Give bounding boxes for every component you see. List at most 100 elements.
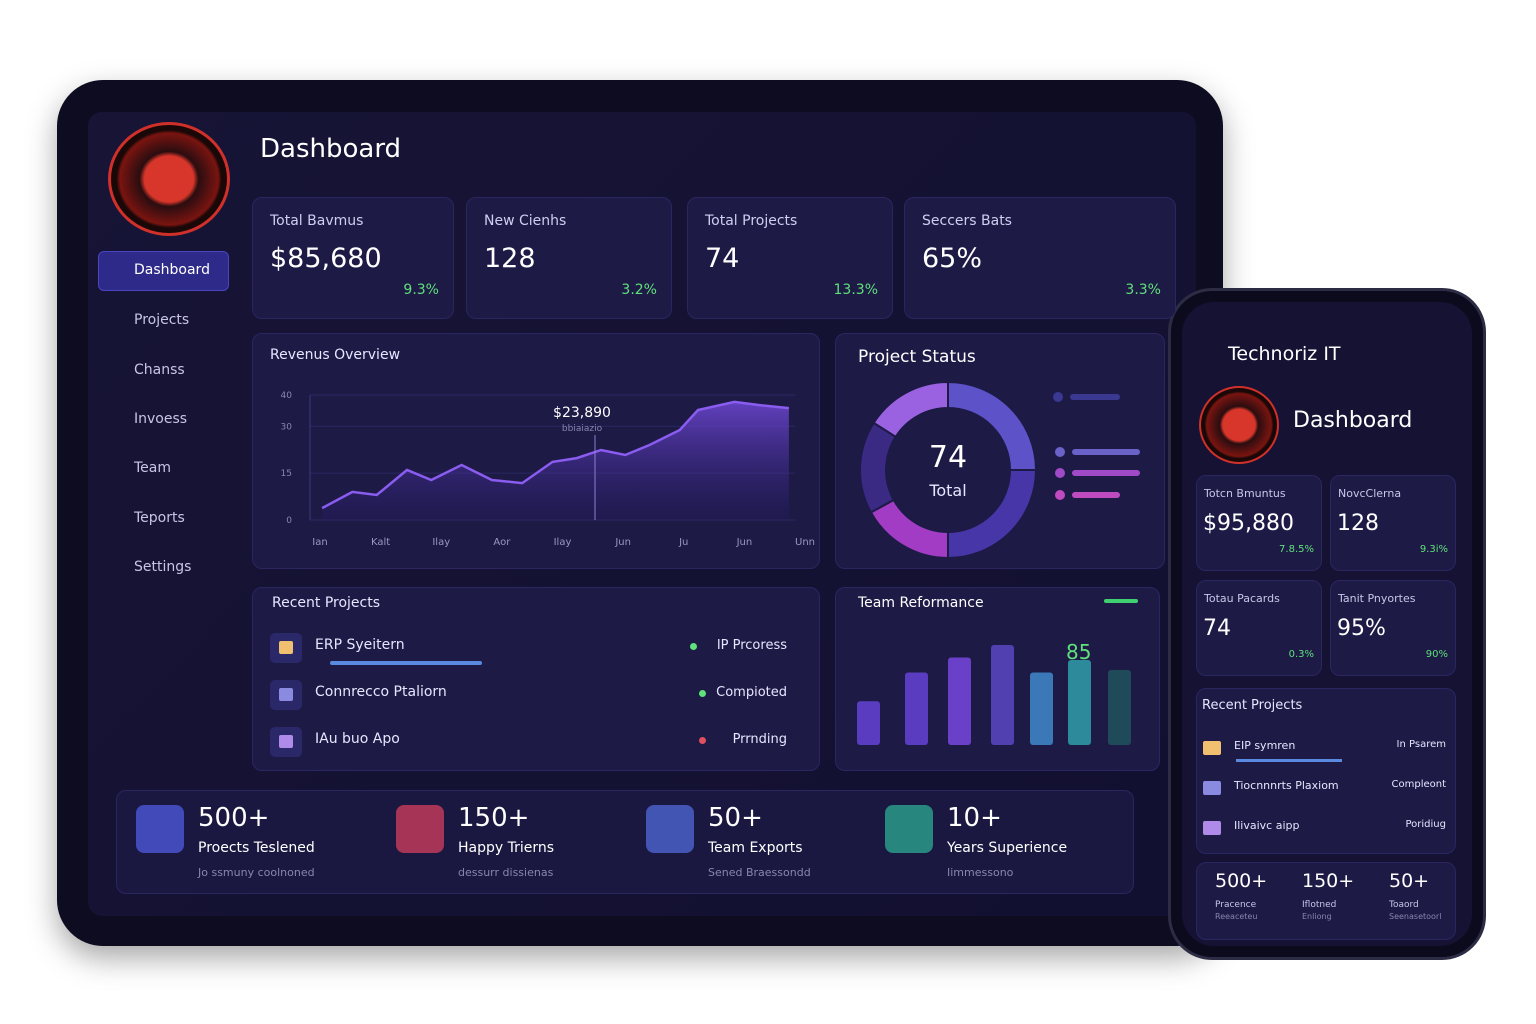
x-tick-label: Unn — [795, 537, 815, 548]
highlight-icon — [646, 805, 694, 853]
phone-highlight-number: 500+ — [1215, 870, 1268, 892]
phone-project-name: Tiocnnnrts Plaxiom — [1234, 779, 1339, 792]
revenue-area — [322, 401, 789, 520]
stat-label: New Cienhs — [484, 213, 567, 229]
highlight-number: 50+ — [708, 803, 763, 833]
project-name: ERP Syeitern — [315, 637, 405, 653]
stat-label: Seccers Bats — [922, 213, 1012, 229]
donut-segment — [869, 498, 949, 560]
x-tick-label: Kalt — [371, 537, 390, 548]
phone-highlight-sub: Enliong — [1302, 912, 1332, 921]
stat-card — [252, 197, 454, 319]
nav-item: Team — [134, 460, 172, 476]
recent-title: Recent Projects — [272, 595, 381, 611]
tooltip-value: $23,890 — [553, 405, 611, 421]
tooltip-sub: bbiaiazio — [562, 424, 603, 434]
legend-bar — [1070, 394, 1120, 400]
phone-stat-label: NovcClerna — [1338, 487, 1402, 500]
highlight-number: 10+ — [947, 803, 1002, 833]
legend-dot — [1053, 392, 1063, 402]
phone-stat-value: $95,880 — [1203, 511, 1294, 536]
legend-dot — [1055, 490, 1065, 500]
highlight-icon — [136, 805, 184, 853]
revenue-title: Revenus Overview — [270, 347, 401, 363]
project-status: Compioted — [716, 685, 787, 700]
phone-stat-label: Tanit Pnyortes — [1338, 592, 1416, 605]
highlight-sub: Sened Braessondd — [708, 866, 811, 879]
stat-card — [687, 197, 893, 319]
phone-highlight-number: 50+ — [1389, 870, 1430, 892]
stat-card — [904, 197, 1176, 319]
phone-highlights-panel — [1196, 862, 1456, 940]
page-title: Dashboard — [260, 134, 402, 164]
x-tick-label: Jun — [736, 537, 753, 548]
highlight-label: Proects Teslened — [198, 840, 315, 856]
phone-progress — [1236, 759, 1342, 762]
phone-stat-card — [1196, 475, 1322, 571]
stat-value: 74 — [705, 243, 740, 274]
project-status: Prrnding — [732, 732, 787, 747]
bar — [1068, 660, 1091, 745]
legend-bar — [1072, 492, 1120, 498]
legend-dot — [1055, 447, 1065, 457]
stat-value: $85,680 — [270, 243, 382, 274]
y-tick-label: 15 — [281, 469, 292, 479]
donut-segment — [858, 421, 898, 514]
stat-change: 13.3% — [833, 282, 878, 298]
bar — [1108, 670, 1131, 745]
phone-project-status: In Psarem — [1396, 739, 1446, 750]
phone-brand: Technoriz IT — [1228, 343, 1341, 365]
phone-recent-panel — [1196, 688, 1456, 854]
phone-stat-change: 90% — [1425, 649, 1448, 660]
phone-logo — [1199, 386, 1279, 464]
phone-project-icon — [1203, 741, 1221, 755]
y-tick-label: 40 — [281, 391, 293, 401]
legend-bar — [1072, 449, 1140, 455]
x-tick-label: Ian — [312, 537, 327, 548]
bar — [948, 657, 971, 745]
phone-stat-card — [1330, 475, 1456, 571]
nav-item: Invoess — [134, 411, 188, 427]
phone-project-status: Compleont — [1391, 779, 1447, 790]
recent-panel — [252, 587, 820, 771]
nav-active — [98, 251, 229, 291]
bar — [857, 701, 880, 745]
stat-card — [466, 197, 672, 319]
stat-change: 3.3% — [1125, 282, 1161, 298]
highlight-icon — [396, 805, 444, 853]
nav-item: Projects — [134, 312, 190, 328]
status-center-value: 74 — [928, 440, 968, 475]
phone-title: Dashboard — [1293, 408, 1413, 433]
phone-project-name: Ilivaivc aipp — [1234, 819, 1300, 832]
phone-stat-label: Totcn Bmuntus — [1204, 487, 1286, 500]
phone-project-name: EIP symren — [1234, 739, 1296, 752]
revenue-line — [321, 400, 790, 510]
highlight-label: Team Exports — [708, 840, 803, 856]
phone-recent-title: Recent Projects — [1202, 698, 1303, 713]
nav-item: Chanss — [134, 362, 185, 378]
phone-project-icon — [1203, 821, 1221, 835]
status-dot — [699, 737, 706, 744]
stat-label: Total Bavmus — [270, 213, 364, 229]
phone-stat-value: 74 — [1203, 616, 1231, 641]
stat-change: 3.2% — [621, 282, 657, 298]
x-tick-label: Ilay — [554, 537, 572, 548]
phone-highlight-sub: Reeaceteu — [1215, 912, 1258, 921]
highlight-label: Happy Trierns — [458, 840, 555, 856]
phone-project-icon — [1203, 781, 1221, 795]
status-title: Project Status — [858, 347, 976, 367]
highlight-sub: Jo ssmuny coolnoned — [198, 866, 315, 879]
x-tick-label: Jun — [614, 537, 631, 548]
logo — [108, 122, 230, 236]
donut-segment — [947, 469, 1038, 560]
phone-highlight-label: Toaord — [1389, 900, 1419, 910]
phone-stat-change: 9.3i% — [1419, 544, 1448, 555]
team-accent — [1104, 599, 1138, 603]
highlight-number: 500+ — [198, 803, 270, 833]
phone-stat-change: 0.3% — [1288, 649, 1314, 660]
phone-highlight-label: Iflotned — [1302, 900, 1337, 910]
phone-stat-card — [1330, 580, 1456, 676]
progress-bar — [330, 661, 482, 665]
phone-stat-label: Totau Pacards — [1204, 592, 1280, 605]
